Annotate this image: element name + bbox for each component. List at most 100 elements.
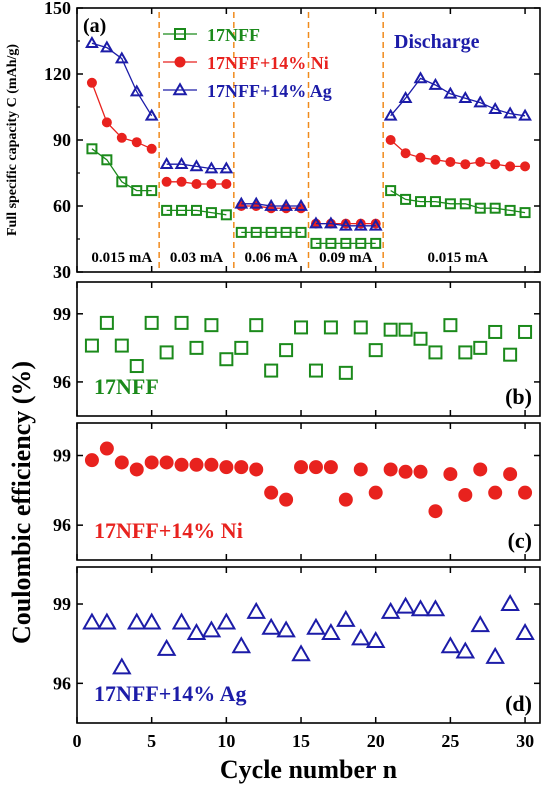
data-point [279,492,294,507]
data-point [219,352,234,367]
data-point [445,157,456,167]
data-point [204,161,219,174]
data-point [413,464,428,479]
panel-label: (c) [508,528,532,553]
data-point [460,159,471,170]
data-point [488,324,503,339]
data-point [291,644,311,662]
data-point [308,460,323,475]
panel-c: 96 99 17NFF+14% Ni (c) [53,422,541,561]
data-point [338,218,353,231]
data-point [353,218,368,231]
data-point [338,492,353,507]
data-point [295,226,307,238]
data-point [204,457,219,472]
data-point [235,226,247,238]
data-point [336,609,356,627]
data-point [279,343,294,358]
data-point [176,204,188,216]
legend-label: 17NFF+14% Ag [207,81,332,101]
data-point [383,462,398,477]
data-point [368,485,383,500]
data-point [191,179,202,189]
panel-b: 96 99 17NFF (b) [53,281,541,417]
data-point [264,485,279,500]
data-point [174,157,189,170]
data-point [220,209,232,221]
legend-marker [172,82,188,96]
data-point [219,460,234,475]
data-point [430,154,441,165]
data-point [413,331,428,346]
data-point [141,612,162,630]
y-tick-label: 96 [53,372,71,392]
data-point [473,340,488,355]
data-point [444,198,456,210]
y-tick-label: 90 [53,130,71,150]
series-label: 17NFF [94,374,159,399]
data-point [428,504,443,519]
data-point [129,84,144,97]
y-axis-label: Full specific capacity C (mAh/g) [5,44,20,236]
data-point [126,612,147,630]
data-point [234,340,249,355]
data-point [114,51,129,64]
y-tick-label: 150 [44,0,71,18]
data-point [86,77,97,88]
data-point [219,161,234,174]
data-point [144,108,159,121]
data-point [415,152,426,163]
data-point [398,91,413,104]
data-point [475,157,486,167]
data-point [250,226,262,238]
data-point [425,599,446,617]
data-point [368,343,383,358]
data-point [503,467,518,482]
series-line [390,77,526,117]
data-point [176,176,187,187]
data-point [515,623,535,641]
data-point [473,95,488,108]
data-point [144,315,159,330]
data-point [323,216,338,229]
data-point [443,86,458,99]
data-point [353,320,368,335]
data-point [264,198,279,211]
data-point [129,359,144,374]
data-point [265,226,277,238]
data-point [459,198,471,210]
series-line [91,42,153,117]
data-point [383,322,398,337]
data-point [276,620,296,638]
data-point [99,315,114,330]
data-point [310,237,322,249]
data-point [131,137,142,148]
y-tick-label: 60 [53,196,71,216]
legend-label: 17NFF [207,25,260,45]
data-point [261,617,281,635]
data-point [131,185,143,197]
data-point [458,91,473,104]
data-point [84,453,99,468]
data-point [400,193,412,205]
data-point [234,460,249,475]
x-axis-label: Cycle number n [220,755,398,784]
data-point [280,226,292,238]
data-point [82,612,102,630]
data-point [264,363,279,378]
x-tick-label: 0 [73,731,82,751]
data-point [518,108,532,121]
data-point [101,117,112,128]
data-point [368,218,383,231]
data-point [321,623,341,641]
data-point [249,196,264,209]
data-point [101,154,113,166]
panel-label: (a) [83,15,106,37]
legend-marker [174,56,186,68]
data-point [429,196,441,208]
data-point [458,345,473,360]
data-point [86,143,98,155]
data-point [84,338,99,353]
data-point [246,601,267,619]
data-point [99,40,114,53]
